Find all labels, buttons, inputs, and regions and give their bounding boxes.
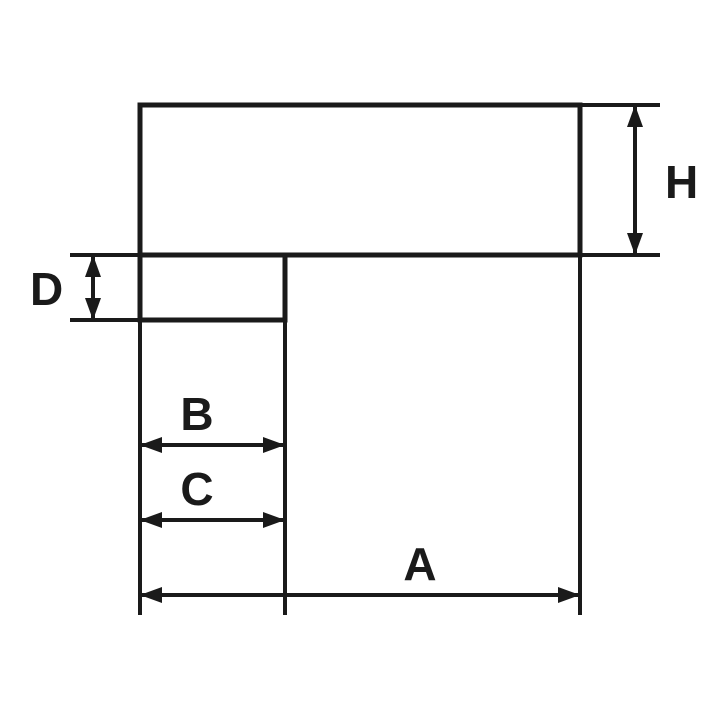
dim-label-b: B <box>180 388 213 440</box>
dim-label-c: C <box>180 463 213 515</box>
dim-label-a: A <box>403 538 436 590</box>
dim-label-h: H <box>665 156 698 208</box>
dimension-diagram: H D BC A <box>0 0 720 720</box>
dim-label-d: D <box>30 263 63 315</box>
